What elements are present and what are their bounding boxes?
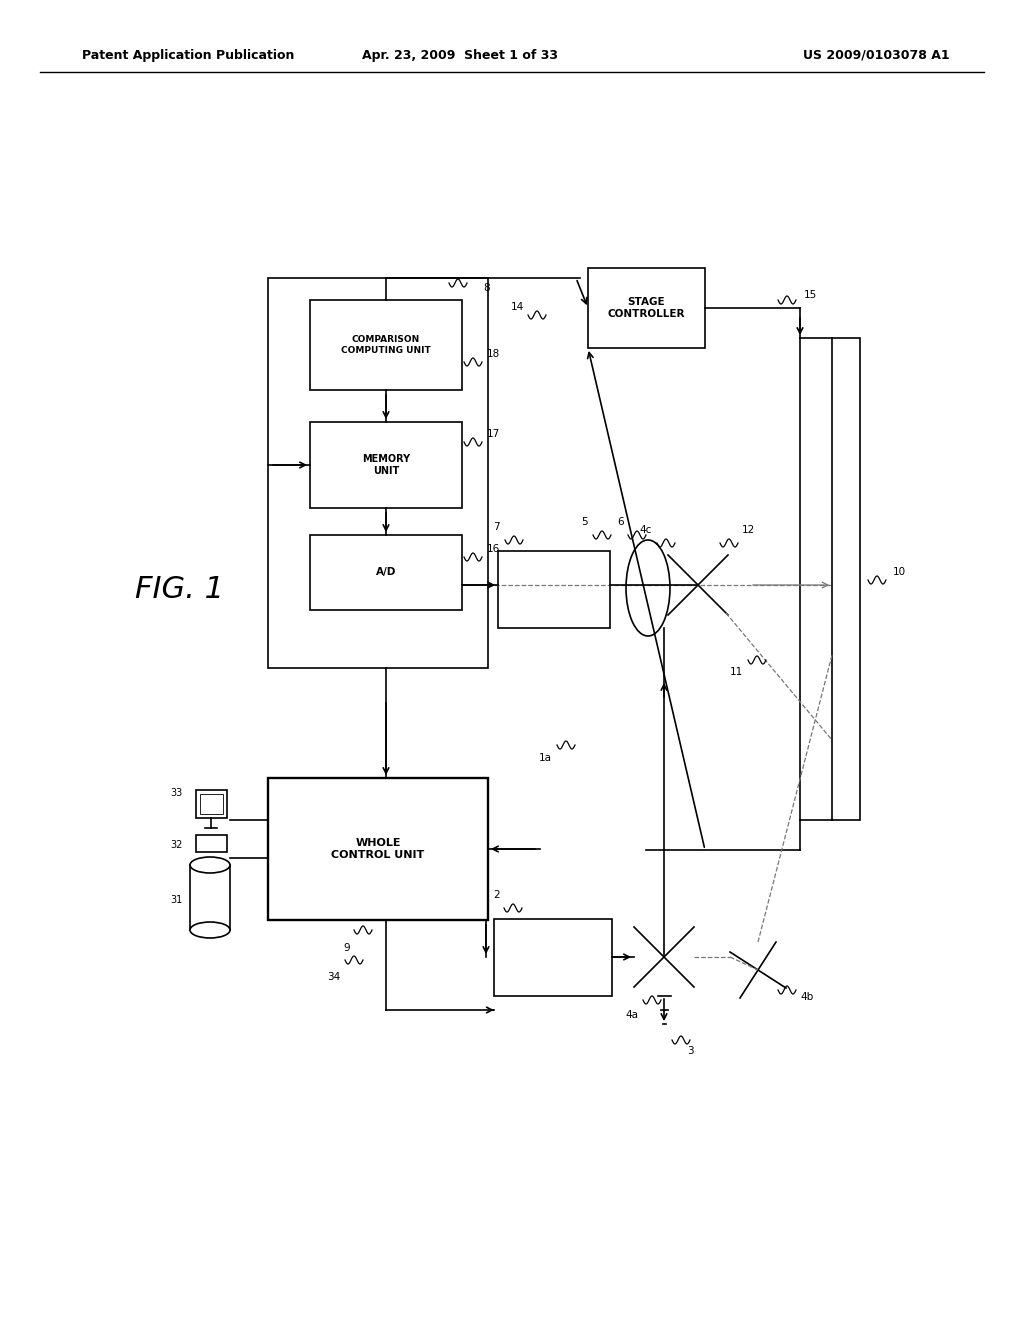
Bar bbox=[268, 279, 488, 668]
Bar bbox=[268, 777, 488, 920]
Bar bbox=[310, 300, 462, 389]
Text: 33: 33 bbox=[171, 788, 183, 799]
Bar bbox=[494, 919, 612, 997]
Text: 9: 9 bbox=[343, 942, 350, 953]
Text: 2: 2 bbox=[494, 890, 500, 900]
Text: 6: 6 bbox=[617, 517, 624, 527]
Text: 5: 5 bbox=[582, 517, 588, 527]
Text: STAGE
CONTROLLER: STAGE CONTROLLER bbox=[607, 297, 685, 319]
Text: 14: 14 bbox=[511, 302, 524, 312]
Bar bbox=[498, 550, 610, 628]
Text: 3: 3 bbox=[687, 1045, 693, 1056]
Ellipse shape bbox=[190, 857, 230, 873]
Text: 7: 7 bbox=[494, 521, 500, 532]
Text: COMPARISON
COMPUTING UNIT: COMPARISON COMPUTING UNIT bbox=[341, 335, 431, 355]
Text: US 2009/0103078 A1: US 2009/0103078 A1 bbox=[804, 49, 950, 62]
Text: 31: 31 bbox=[171, 895, 183, 906]
Text: 32: 32 bbox=[171, 840, 183, 850]
Text: 11: 11 bbox=[730, 667, 743, 677]
Text: 4b: 4b bbox=[800, 993, 813, 1002]
Text: 4a: 4a bbox=[625, 1010, 638, 1020]
Text: 8: 8 bbox=[483, 282, 489, 293]
Text: 15: 15 bbox=[804, 290, 817, 300]
Text: Patent Application Publication: Patent Application Publication bbox=[82, 49, 294, 62]
Text: 10: 10 bbox=[893, 568, 906, 577]
Bar bbox=[200, 795, 223, 814]
Ellipse shape bbox=[626, 540, 670, 636]
Ellipse shape bbox=[190, 921, 230, 939]
Bar bbox=[310, 535, 462, 610]
Bar bbox=[196, 836, 227, 851]
Text: MEMORY
UNIT: MEMORY UNIT bbox=[361, 454, 410, 475]
Text: Apr. 23, 2009  Sheet 1 of 33: Apr. 23, 2009 Sheet 1 of 33 bbox=[362, 49, 558, 62]
Text: A/D: A/D bbox=[376, 568, 396, 577]
Text: 17: 17 bbox=[487, 429, 501, 440]
Text: WHOLE
CONTROL UNIT: WHOLE CONTROL UNIT bbox=[332, 838, 425, 859]
Text: 12: 12 bbox=[742, 525, 756, 535]
Text: 34: 34 bbox=[327, 972, 340, 982]
Text: 4c: 4c bbox=[640, 525, 652, 535]
Bar bbox=[310, 422, 462, 508]
Text: 18: 18 bbox=[487, 348, 501, 359]
Bar bbox=[831, 338, 860, 820]
Text: 16: 16 bbox=[487, 544, 501, 554]
Text: 1a: 1a bbox=[539, 752, 552, 763]
Text: FIG. 1: FIG. 1 bbox=[135, 576, 224, 605]
Bar bbox=[588, 268, 705, 348]
Bar bbox=[196, 789, 227, 818]
